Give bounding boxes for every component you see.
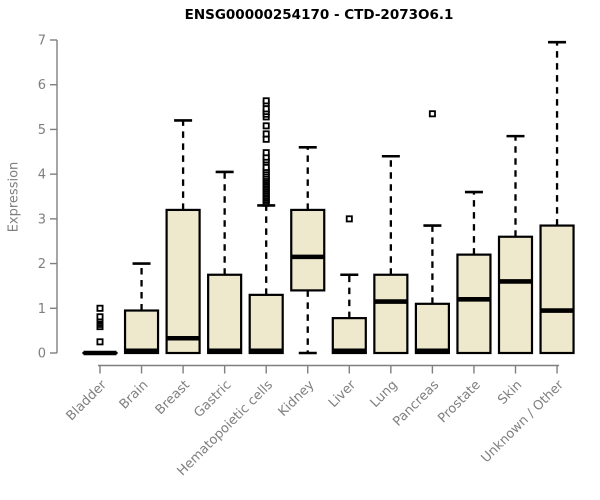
- outlier-point: [96, 313, 104, 321]
- iqr-box: [373, 273, 409, 355]
- outlier-point: [262, 97, 270, 105]
- y-tick-label: 1: [38, 302, 46, 317]
- boxplot-breast: [165, 119, 201, 355]
- iqr-box: [165, 208, 201, 355]
- x-tick-label: Kidney: [276, 378, 318, 420]
- chart-title: ENSG00000254170 - CTD-2073O6.1: [184, 7, 454, 23]
- outlier-point: [428, 110, 436, 118]
- outlier-point: [345, 215, 353, 223]
- x-tick-label: Breast: [153, 378, 193, 418]
- y-tick-label: 5: [38, 123, 46, 138]
- x-tick-label: Lung: [368, 378, 401, 411]
- boxplot-gastric: [207, 170, 243, 355]
- boxplot-skin: [497, 134, 534, 355]
- outlier-point: [262, 135, 270, 143]
- outlier-point: [262, 122, 270, 130]
- boxplot-brain: [123, 262, 160, 355]
- y-tick-label: 2: [38, 257, 46, 272]
- x-tick-label: Bladder: [64, 377, 111, 424]
- iqr-box: [539, 224, 575, 355]
- iqr-box: [456, 253, 492, 355]
- y-tick-label: 3: [38, 212, 46, 227]
- boxplot-unknown-other: [539, 40, 575, 355]
- iqr-box: [248, 293, 284, 355]
- outlier-point: [262, 130, 270, 138]
- boxplot-liver: [331, 215, 367, 355]
- x-tick-label: Skin: [495, 378, 525, 408]
- x-tick-label: Prostate: [435, 378, 483, 426]
- boxplot-hematopoietic-cells: [248, 97, 284, 355]
- iqr-box: [290, 208, 326, 292]
- boxplot-bladder: [82, 304, 118, 356]
- boxplot-kidney: [290, 146, 326, 355]
- y-tick-label: 4: [38, 168, 46, 183]
- x-tick-label: Brain: [117, 378, 152, 413]
- boxplot-prostate: [456, 190, 492, 355]
- outlier-point: [96, 338, 104, 346]
- y-tick-label: 6: [38, 78, 46, 93]
- y-tick-label: 7: [38, 34, 46, 49]
- y-axis: 0 1 2 3 4 5 6 7: [38, 34, 58, 362]
- y-tick-label: 0: [38, 347, 46, 362]
- iqr-box: [414, 302, 450, 355]
- iqr-box: [123, 309, 160, 355]
- outlier-point: [262, 149, 270, 157]
- iqr-box: [497, 235, 534, 355]
- boxplot-pancreas: [414, 110, 450, 355]
- iqr-box: [207, 273, 243, 355]
- outlier-point: [262, 105, 270, 113]
- iqr-box: [331, 317, 367, 355]
- boxplot-lung: [373, 154, 409, 355]
- outlier-point: [96, 304, 104, 312]
- outlier-point: [262, 163, 270, 171]
- x-tick-label: Pancreas: [390, 378, 442, 430]
- x-tick-label: Liver: [326, 377, 360, 411]
